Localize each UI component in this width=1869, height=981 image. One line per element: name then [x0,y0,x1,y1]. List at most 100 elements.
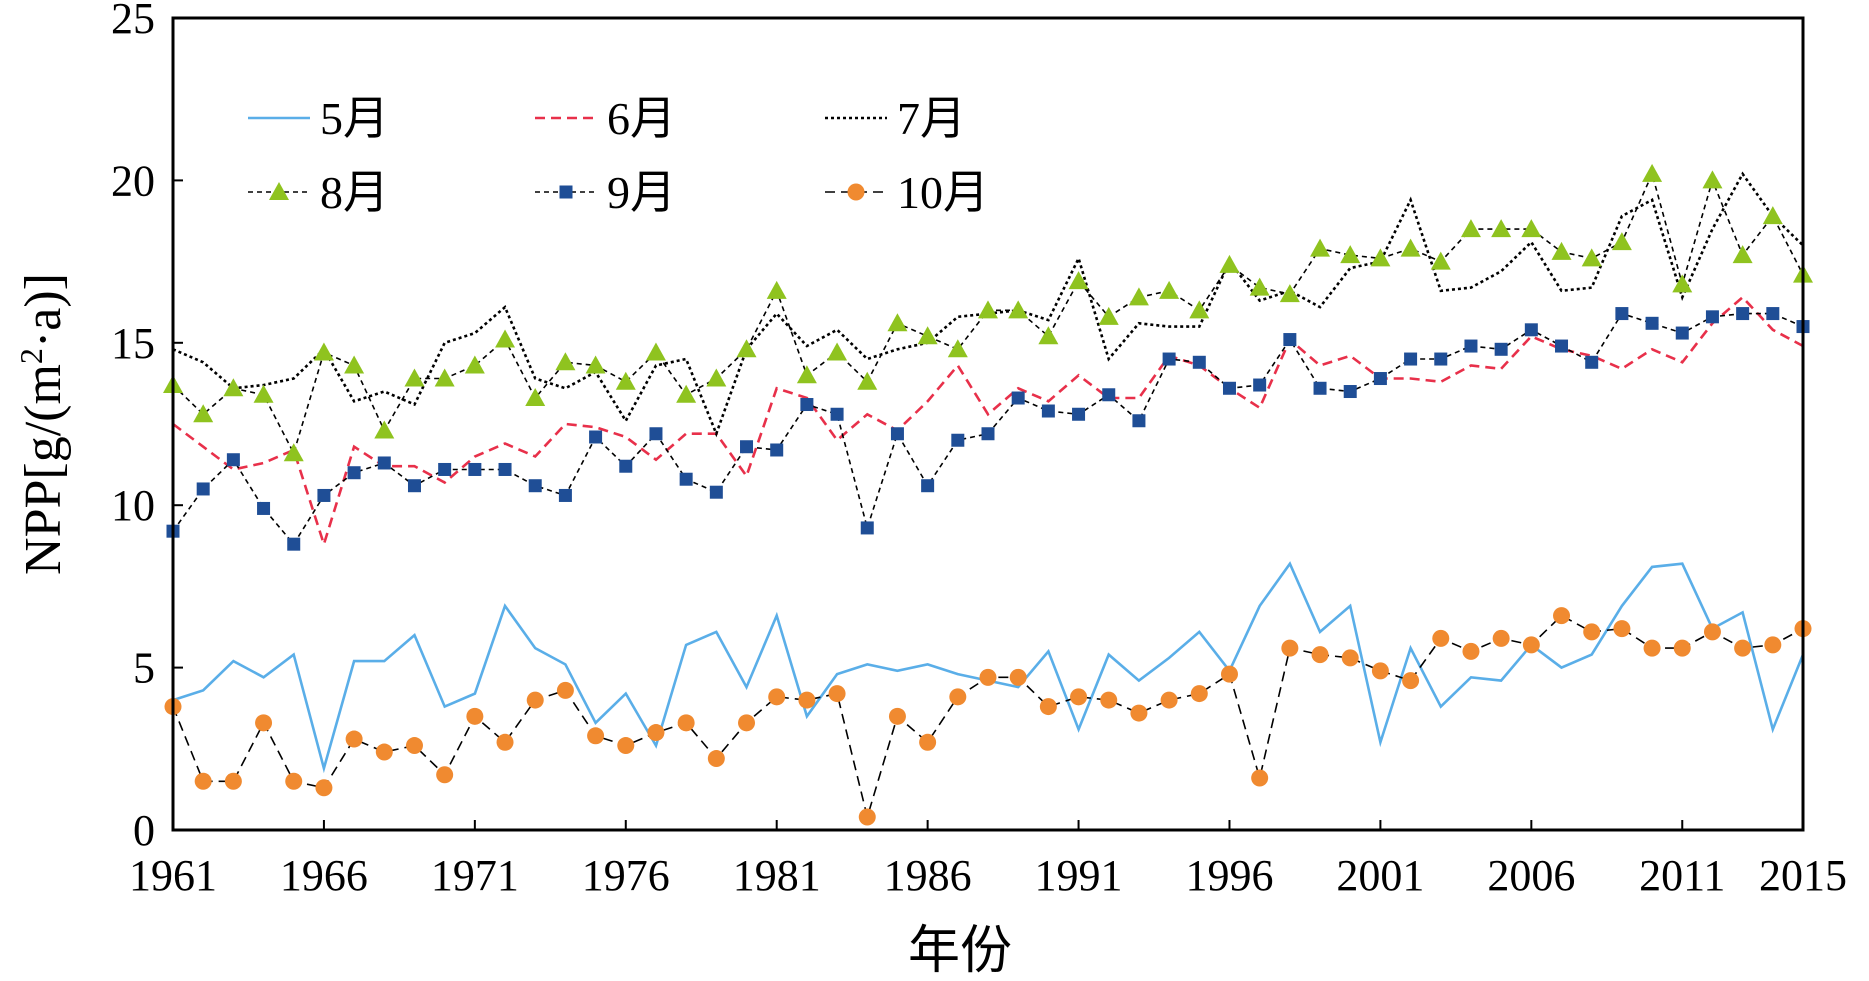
data-point [224,772,242,790]
data-point [706,368,727,387]
data-point [1162,352,1176,366]
data-point [798,691,816,709]
y-tick-label: 20 [111,156,155,205]
data-point [677,714,695,732]
data-point [1764,636,1782,654]
data-point [1102,388,1116,402]
data-point [647,724,665,742]
x-tick-label: 1961 [129,851,217,900]
data-point [1675,326,1689,340]
data-point [1734,639,1752,657]
data-point [1462,642,1480,660]
data-point [857,371,878,390]
x-tick-label: 2011 [1639,851,1725,900]
series-6 [164,607,1812,826]
data-point [525,388,546,407]
data-point [1553,607,1571,625]
data-point [438,462,452,476]
axis-layer: 0 5 10 15 20 25 1961 1966 1971 1976 1981 1986 1991 19… [111,0,1847,900]
legend-swatch-marker [269,182,289,200]
data-point [1098,306,1119,325]
data-point [1132,414,1146,428]
data-point [770,443,784,457]
data-point [1672,274,1693,293]
data-point [1311,646,1329,664]
data-point [1491,219,1512,238]
data-point [374,420,395,439]
series-line [172,295,1804,549]
data-point [1068,271,1089,290]
data-point [498,462,512,476]
data-point [1341,649,1359,667]
data-point [1220,665,1238,683]
data-point [1371,662,1389,680]
data-point [1009,668,1027,686]
data-point [740,440,754,454]
data-point [1249,277,1270,296]
data-point [405,737,423,755]
data-point [587,727,605,745]
data-point [226,453,240,467]
data-point [949,688,967,706]
x-tick-label: 1981 [733,851,821,900]
data-point [1522,636,1540,654]
data-point [283,443,304,462]
data-point [1492,629,1510,647]
data-point [1219,254,1240,273]
legend: 5月 6月 7月 8月 9月 10月 [248,93,989,218]
legend-item: 9月 [535,167,676,218]
data-point [1551,241,1572,260]
x-tick-label: 2006 [1487,851,1575,900]
y-tick-label: 15 [111,319,155,368]
x-tick-label: 1976 [582,851,670,900]
data-point [1762,206,1783,225]
data-point [1555,339,1569,353]
data-point [858,808,876,826]
data-point [707,750,725,768]
data-point [736,339,757,358]
data-point [1430,251,1451,270]
x-tick-label: 1966 [280,851,368,900]
data-point [1585,355,1599,369]
data-point [1673,639,1691,657]
y-axis-title-rest: ·a)] [15,273,72,348]
data-point [436,766,454,784]
data-point [890,427,904,441]
data-point [1310,238,1331,257]
data-point [1705,310,1719,324]
series-2 [172,295,1804,549]
data-point [223,378,244,397]
data-point [287,537,301,551]
x-tick-label: 2001 [1336,851,1424,900]
data-point [1192,355,1206,369]
data-point [676,384,697,403]
data-point [1464,339,1478,353]
legend-item: 7月 [825,93,966,144]
data-point [556,681,574,699]
legend-item: 5月 [248,93,389,144]
y-tick-label: 25 [111,0,155,43]
data-point [709,485,723,499]
data-point [947,339,968,358]
data-point [1703,623,1721,641]
data-point [649,427,663,441]
data-point [887,313,908,332]
series-4 [163,163,1813,462]
data-point [1313,381,1327,395]
x-tick-label: 1996 [1185,851,1273,900]
data-point [404,368,425,387]
data-point [1253,378,1267,392]
data-point [194,772,212,790]
plot-frame [171,16,1805,832]
data-point [615,371,636,390]
data-point [466,707,484,725]
data-point [1645,316,1659,330]
data-point [375,743,393,761]
data-point [766,280,787,299]
y-axis-title-superscript: 2 [13,348,49,364]
y-axis-title: NPP[g/(m2·a)] [13,273,72,575]
data-point [317,488,331,502]
data-point [1732,245,1753,264]
x-tick-label: 1986 [884,851,972,900]
data-point [585,355,606,374]
